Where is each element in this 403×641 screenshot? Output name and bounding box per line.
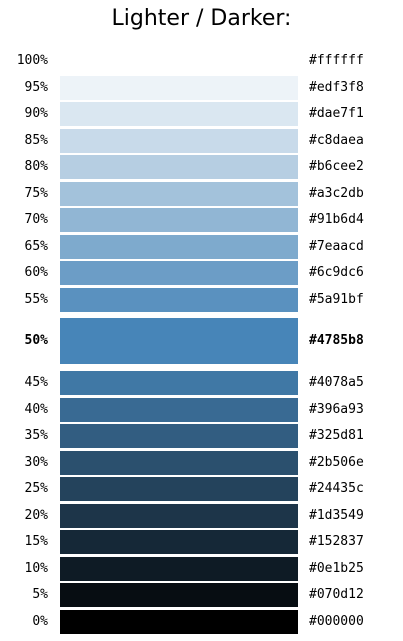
swatch[interactable] — [60, 234, 298, 259]
title: Lighter / Darker: — [111, 6, 292, 31]
percent-label: 85% — [24, 132, 48, 148]
percent-label: 20% — [24, 507, 48, 523]
swatch[interactable] — [60, 49, 298, 73]
percent-label: 80% — [24, 159, 48, 174]
percent-label: 70% — [24, 212, 48, 227]
swatch[interactable] — [60, 261, 298, 285]
percent-label: 100% — [16, 53, 48, 68]
hex-label: #2b506e — [309, 454, 364, 470]
hex-label: #ffffff — [309, 53, 364, 68]
swatch[interactable] — [60, 503, 298, 528]
hex-label: #325d81 — [309, 428, 364, 443]
swatch[interactable] — [60, 424, 298, 448]
percent-label: 40% — [24, 401, 48, 417]
swatch[interactable] — [60, 208, 298, 232]
swatch[interactable] — [60, 371, 298, 395]
hex-label: #4078a5 — [309, 375, 364, 390]
hex-label: #1d3549 — [309, 507, 364, 523]
swatch[interactable] — [60, 287, 298, 312]
percent-label: 50% — [24, 333, 48, 348]
swatch[interactable] — [60, 530, 298, 554]
hex-label: #7eaacd — [309, 238, 364, 254]
hex-label: #edf3f8 — [309, 79, 364, 95]
hex-label: #396a93 — [309, 401, 364, 417]
percent-label: 65% — [24, 238, 48, 254]
percent-label: 15% — [24, 534, 48, 549]
hex-label: #6c9dc6 — [309, 265, 364, 280]
swatch[interactable] — [60, 609, 298, 634]
hex-label: #24435c — [309, 481, 364, 496]
hex-label: #c8daea — [309, 132, 364, 148]
percent-label: 90% — [24, 106, 48, 121]
percent-label: 35% — [24, 428, 48, 443]
hex-label: #91b6d4 — [309, 212, 364, 227]
percent-label: 60% — [24, 265, 48, 280]
hex-label: #152837 — [309, 534, 364, 549]
hex-label: #b6cee2 — [309, 159, 364, 174]
hex-label: #4785b8 — [309, 333, 364, 348]
swatch[interactable] — [60, 556, 298, 581]
percent-label: 95% — [24, 79, 48, 95]
swatch[interactable] — [60, 477, 298, 501]
hex-label: #a3c2db — [309, 185, 364, 201]
hex-label: #0e1b25 — [309, 560, 364, 576]
swatch[interactable] — [60, 128, 298, 153]
swatch[interactable] — [60, 450, 298, 475]
swatch[interactable] — [60, 583, 298, 607]
hex-label: #070d12 — [309, 587, 364, 602]
swatch[interactable] — [60, 318, 298, 364]
percent-label: 25% — [24, 481, 48, 496]
swatch[interactable] — [60, 397, 298, 422]
swatch[interactable] — [60, 181, 298, 206]
percent-label: 30% — [24, 454, 48, 470]
percent-label: 0% — [32, 613, 48, 629]
percent-label: 55% — [24, 291, 48, 307]
swatch[interactable] — [60, 155, 298, 179]
percent-label: 10% — [24, 560, 48, 576]
swatch[interactable] — [60, 75, 298, 100]
hex-label: #000000 — [309, 613, 364, 629]
swatch[interactable] — [60, 102, 298, 126]
hex-label: #dae7f1 — [309, 106, 364, 121]
hex-label: #5a91bf — [309, 291, 364, 307]
percent-label: 45% — [24, 375, 48, 390]
percent-label: 5% — [32, 587, 48, 602]
percent-label: 75% — [24, 185, 48, 201]
